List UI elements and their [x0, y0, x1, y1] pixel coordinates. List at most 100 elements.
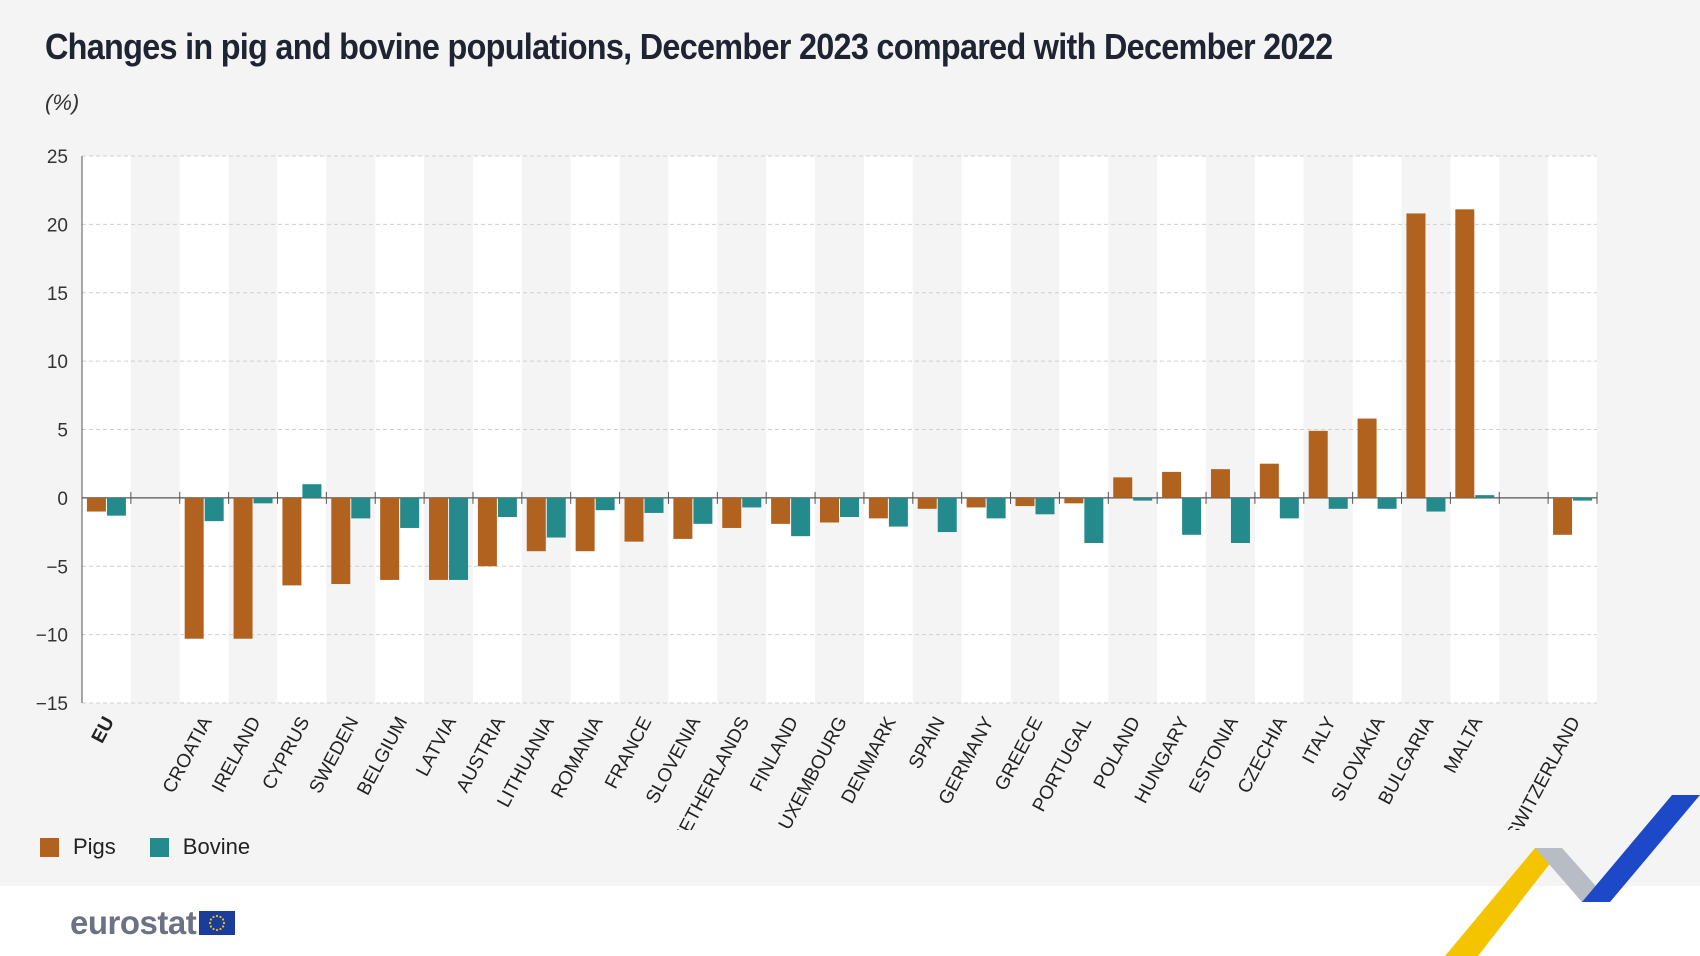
bar-bovine — [546, 497, 566, 538]
bar-bovine — [1475, 495, 1495, 498]
bar-bovine — [400, 497, 420, 528]
bar-pigs — [477, 497, 497, 567]
y-tick-label: −5 — [46, 557, 68, 578]
bar-pigs — [868, 497, 888, 519]
legend-swatch-bovine — [149, 837, 169, 857]
y-tick-label: 25 — [47, 147, 68, 168]
bar-bovine — [351, 497, 371, 519]
bar-pigs — [1162, 471, 1182, 498]
bar-pigs — [1455, 209, 1475, 498]
x-category-label: SWEDEN — [306, 713, 364, 797]
bar-pigs — [917, 497, 937, 509]
logo-text: eurostat — [70, 904, 197, 941]
bar-pigs — [233, 497, 253, 639]
bar-pigs — [1064, 497, 1084, 504]
bar-pigs — [722, 497, 742, 528]
bar-bovine — [1230, 497, 1250, 544]
unit-label: (%) — [45, 90, 80, 115]
bar-pigs — [1357, 418, 1377, 498]
y-tick-label: 20 — [47, 215, 68, 236]
x-category-label: CYPRUS — [259, 713, 315, 793]
x-category-label: LATVIA — [412, 713, 461, 780]
bar-pigs — [331, 497, 351, 585]
y-tick-label: 0 — [57, 489, 68, 510]
bar-pigs — [1406, 213, 1426, 498]
bar-pigs — [282, 497, 302, 586]
bar-pigs — [1113, 477, 1133, 498]
bar-bovine — [1573, 497, 1593, 501]
bar-pigs — [771, 497, 791, 524]
x-category-label: IRELAND — [208, 713, 265, 796]
bar-bovine — [693, 497, 713, 524]
bar-pigs — [673, 497, 693, 539]
flag-star — [219, 927, 222, 931]
legend-swatch-pigs — [40, 837, 59, 857]
flag-star — [223, 921, 226, 925]
flag-star — [216, 914, 219, 918]
y-tick-label: 5 — [57, 421, 68, 442]
bar-pigs — [820, 497, 839, 523]
bar-bovine — [1377, 497, 1397, 509]
bar-bovine — [302, 484, 322, 498]
bar-bovine — [253, 497, 273, 504]
flag-star — [216, 928, 219, 932]
bar-pigs — [1259, 463, 1279, 498]
bar-bovine — [1035, 497, 1055, 515]
bar-pigs — [966, 497, 986, 508]
x-category-label: SPAIN — [905, 713, 950, 772]
x-category-label: FINLAND — [746, 713, 803, 795]
bar-bovine — [888, 497, 908, 527]
bar-bovine — [449, 497, 469, 580]
x-category-label: AUSTRIA — [453, 713, 510, 796]
bar-pigs — [1210, 469, 1230, 498]
y-tick-label: −15 — [36, 694, 68, 715]
flag-star — [222, 918, 225, 921]
bar-pigs — [575, 497, 595, 552]
flag-star — [212, 927, 215, 931]
x-category-label: SWITZERLAND — [1503, 713, 1585, 830]
bar-pigs — [624, 497, 644, 542]
bar-pigs — [86, 497, 106, 512]
bar-bovine — [1426, 497, 1446, 512]
flag-star — [212, 915, 215, 919]
x-category-label: ITALY — [1299, 713, 1341, 767]
x-category-label: EU — [88, 713, 119, 746]
legend-item-bovine: Bovine — [149, 834, 251, 860]
legend-label-pigs: Pigs — [73, 834, 116, 859]
x-category-label: CZECHIA — [1234, 713, 1292, 797]
bar-chart: 25 20 15 10 5 0 −5 −10 −15 EU CROATIAIRELANDCYPRUS… — [36, 147, 1598, 830]
x-category-label: CROATIA — [159, 713, 217, 796]
bar-bovine — [1182, 497, 1202, 535]
x-category-label: FRANCE — [601, 713, 656, 792]
footer: eurostat — [0, 886, 1700, 956]
flag-star — [210, 925, 213, 928]
eurostat-logo: eurostat — [70, 904, 236, 942]
bar-pigs — [429, 497, 449, 580]
flag-star — [222, 925, 225, 928]
bar-bovine — [497, 497, 517, 518]
bar-bovine — [1328, 497, 1348, 509]
x-category-label: BELGIUM — [353, 713, 412, 798]
bar-bovine — [1084, 497, 1104, 544]
flag-star — [210, 918, 213, 921]
y-tick-label: 15 — [47, 284, 68, 305]
bar-bovine — [937, 497, 957, 533]
chart-title: Changes in pig and bovine populations, D… — [45, 26, 1333, 67]
y-tick-label: 10 — [47, 352, 68, 373]
bar-pigs — [526, 497, 546, 552]
legend-label-bovine: Bovine — [182, 834, 251, 859]
bar-pigs — [184, 497, 204, 639]
x-category-label: GREECE — [991, 713, 1047, 794]
x-category-label: ESTONIA — [1185, 713, 1243, 796]
bar-bovine — [644, 497, 664, 513]
bar-bovine — [791, 497, 811, 537]
bar-bovine — [986, 497, 1006, 519]
legend: Pigs Bovine — [40, 834, 284, 860]
x-category-label: MALTA — [1440, 713, 1487, 777]
x-category-label: POLAND — [1090, 713, 1145, 792]
bar-pigs — [1553, 497, 1573, 535]
eu-flag-icon — [199, 911, 236, 935]
bar-bovine — [840, 497, 859, 518]
flag-star — [219, 915, 222, 919]
bar-pigs — [1308, 430, 1328, 498]
